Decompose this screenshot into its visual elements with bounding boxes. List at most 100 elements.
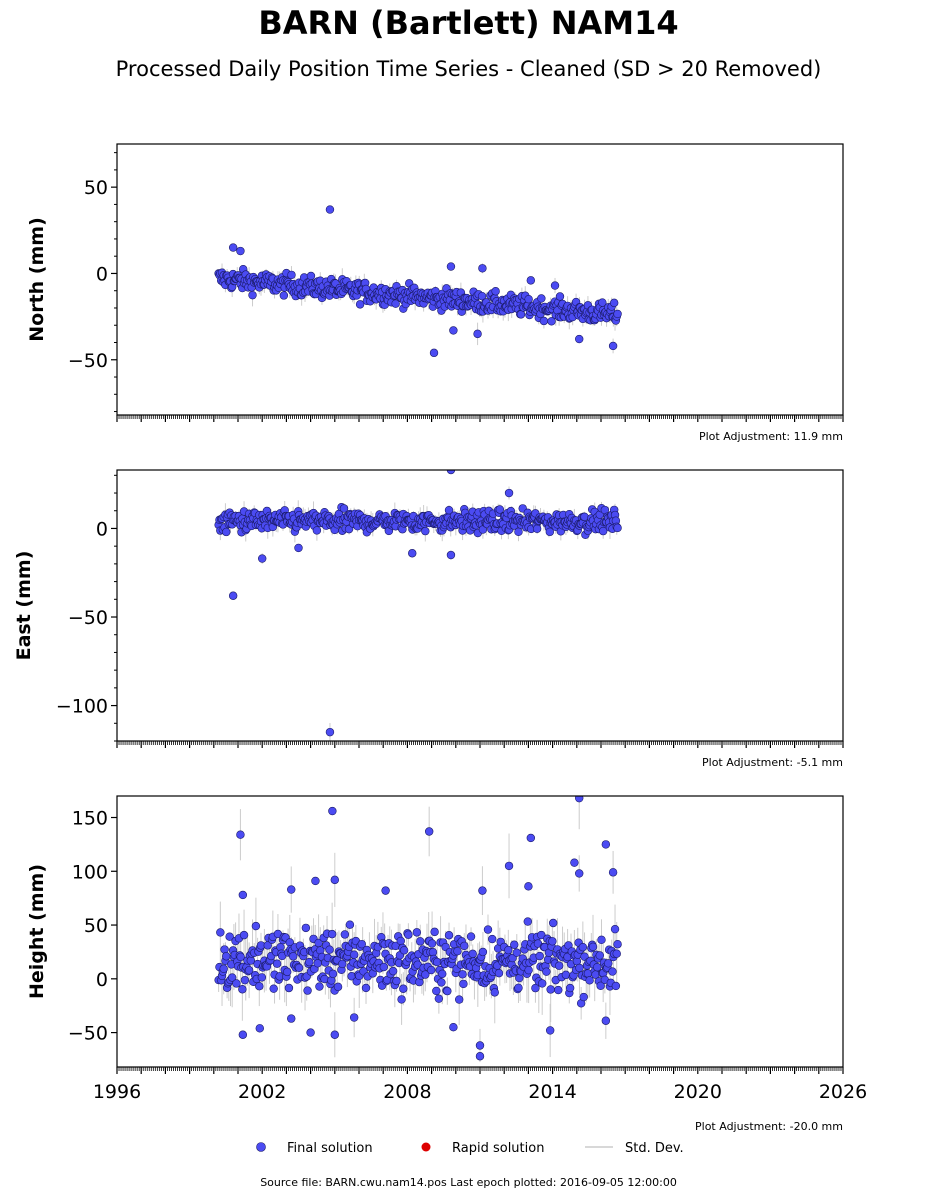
data-point [595, 951, 604, 960]
data-point [305, 957, 314, 967]
data-point [239, 930, 249, 940]
data-point [565, 983, 575, 993]
data-point [575, 869, 584, 878]
data-point [438, 969, 447, 979]
data-point [449, 1023, 458, 1032]
data-point [494, 968, 504, 978]
data-point [227, 973, 237, 982]
data-point [601, 840, 611, 849]
data-point [255, 982, 264, 991]
figure-subtitle: Processed Daily Position Time Series - C… [115, 57, 822, 81]
data-point [330, 1030, 339, 1039]
data-point [443, 986, 452, 996]
data-point [475, 1052, 485, 1061]
data-point [588, 942, 598, 952]
y-tick-label: 50 [84, 915, 108, 937]
data-point [421, 970, 430, 979]
data-point [238, 985, 247, 994]
data-point [532, 524, 542, 533]
data-point [446, 262, 456, 271]
data-point [579, 992, 588, 1002]
data-point [397, 995, 406, 1004]
y-tick-label: 150 [72, 808, 108, 830]
data-point [504, 945, 513, 955]
data-point [424, 827, 434, 836]
data-point [248, 290, 257, 300]
data-point [349, 950, 359, 959]
legend-std-label: Std. Dev. [625, 1141, 684, 1156]
y-tick-label: 50 [84, 177, 108, 199]
data-point [306, 1028, 315, 1037]
data-point [340, 930, 350, 939]
x-tick-label: 1996 [93, 1081, 141, 1103]
y-tick-label: −50 [68, 1023, 108, 1045]
data-point [446, 550, 456, 560]
data-point [279, 291, 289, 300]
data-point [473, 329, 482, 339]
data-point [294, 543, 303, 553]
data-point [437, 978, 446, 987]
data-point [339, 504, 349, 513]
y-tick-label: 0 [96, 518, 108, 540]
data-point [287, 885, 296, 894]
data-point [504, 488, 514, 498]
data-point [598, 526, 608, 536]
data-point [236, 246, 245, 256]
data-point [404, 930, 413, 939]
data-point [429, 348, 439, 358]
data-point [596, 981, 605, 990]
data-point [355, 300, 365, 309]
data-point [514, 527, 523, 537]
data-point [345, 920, 355, 929]
data-point [325, 727, 335, 737]
data-point [575, 963, 584, 973]
data-point [466, 932, 476, 941]
data-point [219, 964, 228, 973]
data-point [416, 937, 425, 946]
data-point [330, 875, 339, 885]
data-point [514, 983, 523, 993]
data-point [379, 962, 389, 972]
legend-rapid-marker [421, 1142, 431, 1152]
data-point [381, 886, 390, 895]
data-point [225, 932, 234, 941]
data-point [432, 986, 441, 996]
data-point [526, 833, 536, 843]
data-point [399, 946, 409, 955]
data-point [535, 951, 544, 961]
plot-adjustment-label: Plot Adjustment: -5.1 mm [702, 756, 843, 769]
y-axis-label: East (mm) [13, 551, 35, 661]
panel-height: −50 0 50 100 150 1996 2002 2008 2014 2020 2026 Heig… [26, 795, 867, 1133]
data-point [327, 929, 337, 939]
data-point [459, 979, 468, 989]
data-point [490, 988, 499, 997]
data-point [585, 976, 594, 985]
data-point [478, 264, 487, 273]
data-point [575, 334, 584, 344]
data-point [238, 890, 248, 900]
data-point [537, 294, 546, 303]
data-point [255, 1024, 264, 1033]
data-point [510, 940, 519, 949]
data-point [315, 982, 324, 991]
legend-final-label: Final solution [287, 1141, 373, 1156]
data-point [408, 549, 417, 558]
data-point [272, 959, 282, 968]
data-point [580, 512, 589, 522]
data-point [251, 921, 261, 931]
data-point [612, 949, 621, 958]
data-point [306, 271, 316, 281]
data-point [546, 985, 555, 994]
data-point [238, 1030, 248, 1039]
data-point [609, 298, 619, 308]
data-point [216, 928, 225, 937]
data-point [483, 925, 493, 934]
data-point [301, 923, 311, 933]
data-point [396, 936, 405, 946]
data-point [283, 967, 292, 977]
data-point [240, 975, 250, 985]
data-point [388, 966, 398, 976]
data-point [361, 983, 371, 993]
data-point [444, 505, 454, 515]
